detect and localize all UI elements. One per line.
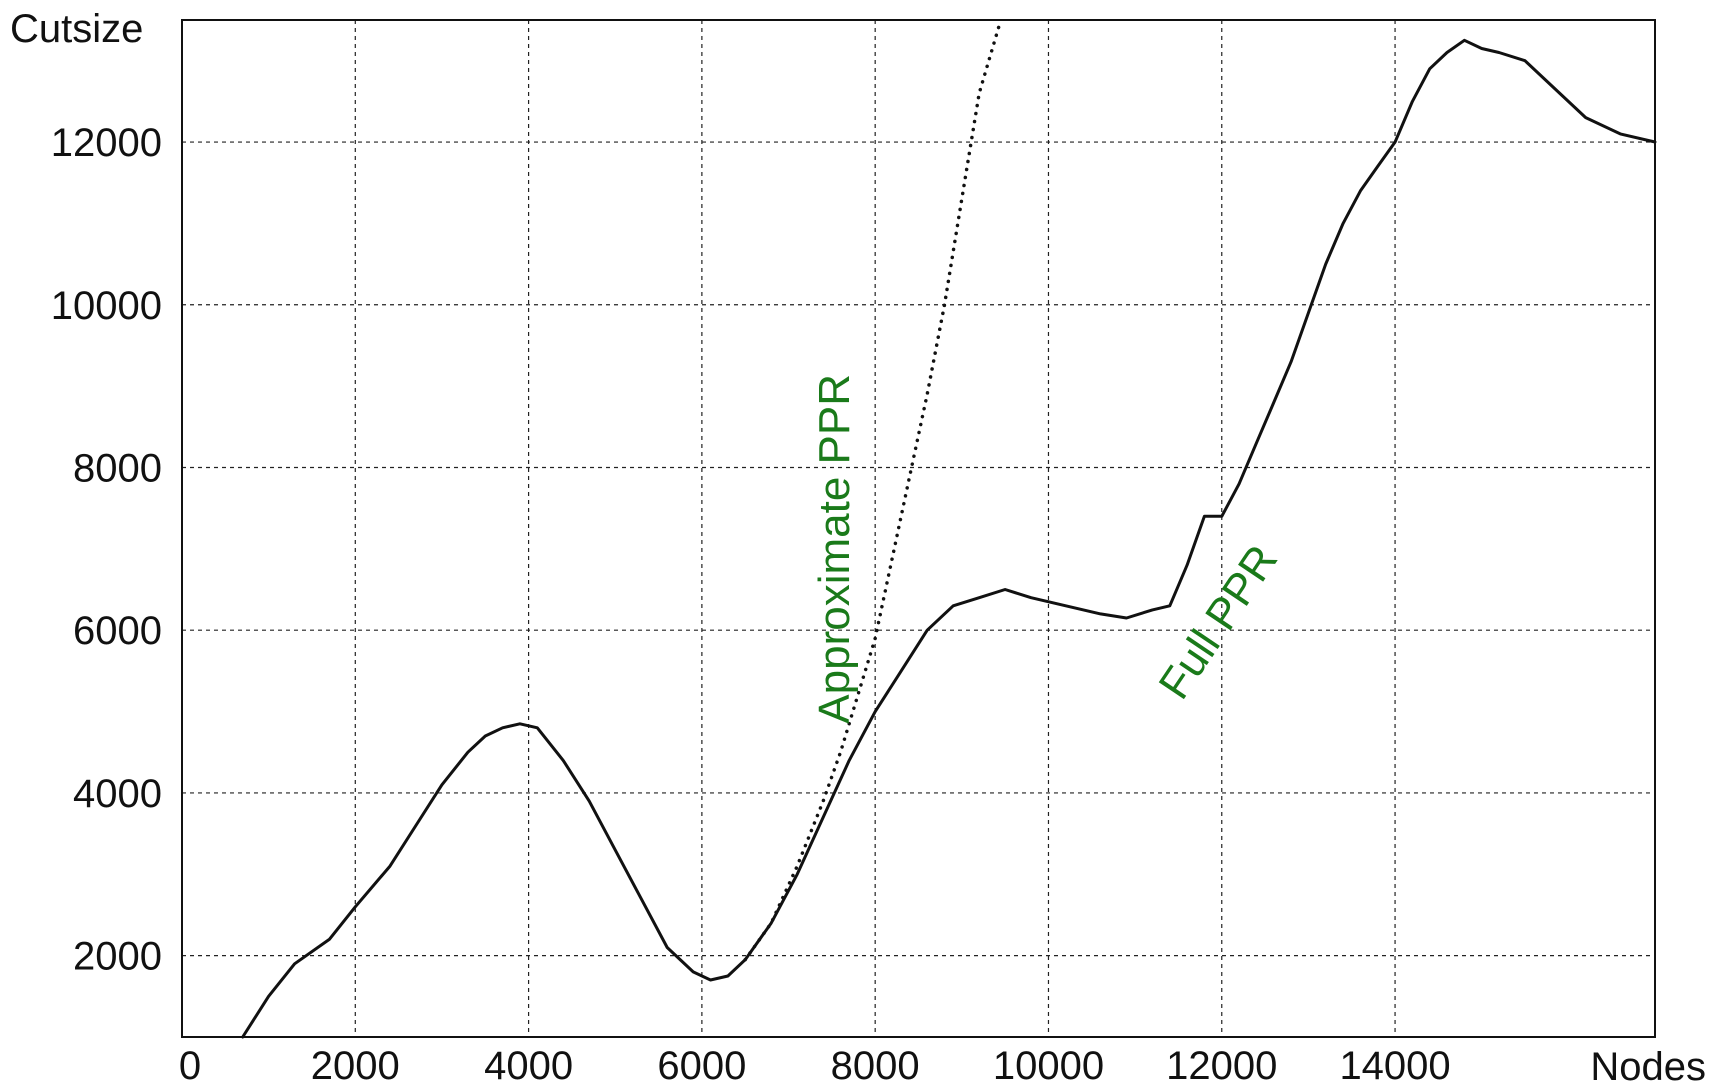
x-tick-label: 0 [179,1044,201,1083]
x-tick-label: 10000 [993,1044,1104,1083]
x-tick-label: 12000 [1166,1044,1277,1083]
y-tick-label: 4000 [73,772,162,816]
x-tick-label: 8000 [831,1044,920,1083]
y-tick-label: 12000 [51,121,162,165]
x-tick-label: 14000 [1339,1044,1450,1083]
y-axis-title: Cutsize [10,7,143,51]
y-tick-label: 10000 [51,284,162,328]
approximate-ppr-series-line [743,18,1003,962]
x-axis-title: Nodes [1590,1045,1706,1083]
x-tick-label: 6000 [657,1044,746,1083]
tick-labels: 0 2000 4000 6000 8000 10000 12000 14000 2000 4000… [51,121,1451,1083]
y-tick-label: 6000 [73,609,162,653]
series-lines [241,18,1657,1039]
grid-lines [182,20,1655,1037]
plot-frame [181,19,1656,1038]
full-ppr-series-line [241,38,1657,1039]
y-tick-label: 8000 [73,446,162,490]
annotation-label: Approximate PPR [810,374,859,724]
x-tick-label: 4000 [484,1044,573,1083]
x-tick-label: 2000 [311,1044,400,1083]
y-tick-label: 2000 [73,935,162,979]
